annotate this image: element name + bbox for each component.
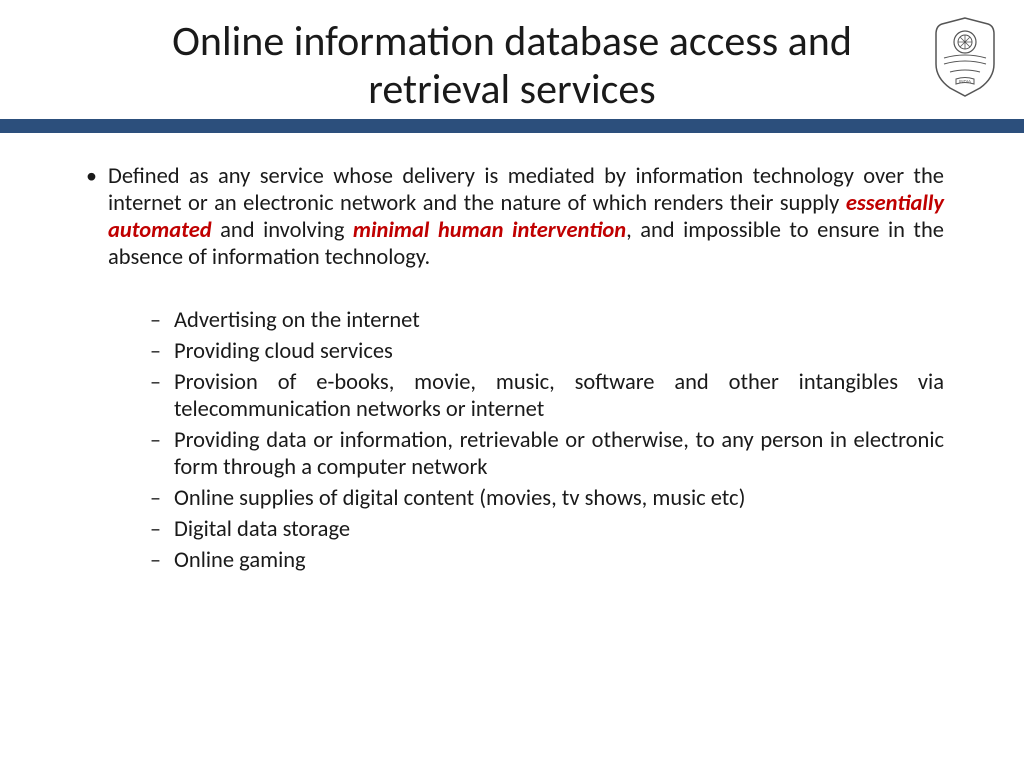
list-item: Providing cloud services — [144, 338, 944, 365]
list-item: Provision of e-books, movie, music, soft… — [144, 369, 944, 423]
badge-label: INDIA — [959, 79, 971, 84]
list-item: Advertising on the internet — [144, 307, 944, 334]
list-item: Providing data or information, retrievab… — [144, 427, 944, 481]
title-area: Online information database access and r… — [0, 0, 1024, 125]
content-area: Defined as any service whose delivery is… — [0, 133, 1024, 574]
emblem-badge: INDIA — [930, 16, 1000, 98]
slide-title: Online information database access and r… — [100, 18, 924, 115]
list-item: Digital data storage — [144, 516, 944, 543]
definition-highlight-2: minimal human intervention — [353, 217, 626, 244]
list-item: Online gaming — [144, 547, 944, 574]
list-item: Online supplies of digital content (movi… — [144, 485, 944, 512]
examples-list: Advertising on the internet Providing cl… — [80, 307, 944, 574]
shield-icon: INDIA — [930, 16, 1000, 98]
definition-prefix: Defined as any service whose delivery is… — [108, 163, 944, 217]
definition-list: Defined as any service whose delivery is… — [80, 163, 944, 271]
definition-item: Defined as any service whose delivery is… — [80, 163, 944, 271]
definition-mid: and involving — [212, 217, 353, 244]
divider-bar — [0, 119, 1024, 133]
